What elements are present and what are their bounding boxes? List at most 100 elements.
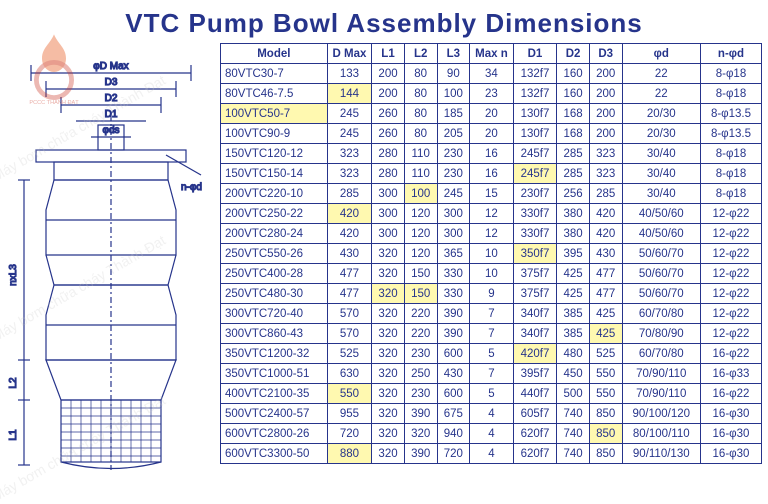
table-cell: 380 [557, 224, 590, 244]
table-cell: 420 [589, 204, 622, 224]
table-cell: 425 [557, 284, 590, 304]
table-cell: 7 [470, 324, 514, 344]
svg-text:D3: D3 [105, 77, 118, 88]
table-cell: 570 [327, 304, 372, 324]
col-header: Model [221, 44, 328, 64]
table-cell: 256 [557, 184, 590, 204]
table-cell: 375f7 [513, 284, 557, 304]
table-cell: 300VTC860-43 [221, 324, 328, 344]
table-cell: 477 [327, 284, 372, 304]
table-cell: 12-φ22 [700, 304, 761, 324]
table-row: 200VTC250-2242030012030012330f738042040/… [221, 204, 762, 224]
table-cell: 375f7 [513, 264, 557, 284]
table-cell: 15 [470, 184, 514, 204]
table-cell: 50/60/70 [622, 284, 700, 304]
company-logo: PCCC THÀNH ĐẠT [14, 28, 94, 108]
table-cell: 10 [470, 264, 514, 284]
table-cell: 100VTC90-9 [221, 124, 328, 144]
table-cell: 168 [557, 124, 590, 144]
table-cell: 320 [372, 364, 405, 384]
table-cell: 110 [404, 144, 437, 164]
table-row: 150VTC150-1432328011023016245f728532330/… [221, 164, 762, 184]
table-cell: 22 [622, 64, 700, 84]
table-cell: 160 [557, 64, 590, 84]
table-cell: 740 [557, 424, 590, 444]
table-cell: 477 [589, 264, 622, 284]
table-cell: 420f7 [513, 344, 557, 364]
table-cell: 230f7 [513, 184, 557, 204]
table-cell: 250VTC400-28 [221, 264, 328, 284]
table-cell: 395f7 [513, 364, 557, 384]
table-cell: 34 [470, 64, 514, 84]
table-cell: 380 [557, 204, 590, 224]
table-cell: 12 [470, 204, 514, 224]
table-cell: 150VTC150-14 [221, 164, 328, 184]
table-cell: 80 [404, 84, 437, 104]
table-cell: 450 [557, 364, 590, 384]
table-cell: 285 [589, 184, 622, 204]
table-cell: 300 [372, 184, 405, 204]
table-cell: 16-φ30 [700, 404, 761, 424]
table-cell: 385 [557, 324, 590, 344]
table-cell: 300VTC720-40 [221, 304, 328, 324]
table-cell: 245 [437, 184, 470, 204]
table-cell: 16-φ30 [700, 444, 761, 464]
table-row: 300VTC860-435703202203907340f738542570/8… [221, 324, 762, 344]
table-cell: 23 [470, 84, 514, 104]
table-cell: 420 [327, 204, 372, 224]
table-cell: 16-φ33 [700, 364, 761, 384]
table-cell: 550 [589, 364, 622, 384]
table-cell: 430 [437, 364, 470, 384]
table-cell: 850 [589, 424, 622, 444]
table-cell: 350f7 [513, 244, 557, 264]
table-cell: 385 [557, 304, 590, 324]
table-cell: 430 [589, 244, 622, 264]
col-header: D Max [327, 44, 372, 64]
table-cell: 400VTC2100-35 [221, 384, 328, 404]
table-cell: 4 [470, 444, 514, 464]
table-cell: 90 [437, 64, 470, 84]
table-cell: 8-φ18 [700, 64, 761, 84]
table-cell: 320 [372, 244, 405, 264]
table-cell: 525 [589, 344, 622, 364]
table-cell: 185 [437, 104, 470, 124]
table-cell: 955 [327, 404, 372, 424]
table-row: 400VTC2100-355503202306005440f750055070/… [221, 384, 762, 404]
table-body: 80VTC30-7133200809034132f7160200228-φ188… [221, 64, 762, 464]
table-cell: 630 [327, 364, 372, 384]
table-row: 600VTC3300-508803203907204620f774085090/… [221, 444, 762, 464]
table-row: 500VTC2400-579553203906754605f774085090/… [221, 404, 762, 424]
table-cell: 80VTC46-7.5 [221, 84, 328, 104]
table-cell: 9 [470, 284, 514, 304]
table-cell: 132f7 [513, 64, 557, 84]
table-cell: 940 [437, 424, 470, 444]
table-cell: 80 [404, 124, 437, 144]
table-cell: 675 [437, 404, 470, 424]
table-row: 300VTC720-405703202203907340f738542560/7… [221, 304, 762, 324]
table-cell: 100 [437, 84, 470, 104]
table-cell: 600VTC2800-26 [221, 424, 328, 444]
table-cell: 570 [327, 324, 372, 344]
table-cell: 16 [470, 144, 514, 164]
content-row: φD Max D3 D2 D1 φds n-φd [0, 43, 768, 500]
table-cell: 323 [327, 144, 372, 164]
table-cell: 110 [404, 164, 437, 184]
table-cell: 350VTC1200-32 [221, 344, 328, 364]
table-cell: 605f7 [513, 404, 557, 424]
table-cell: 30/40 [622, 184, 700, 204]
col-header: D2 [557, 44, 590, 64]
table-cell: 320 [372, 324, 405, 344]
col-header: L1 [372, 44, 405, 64]
table-cell: 70/80/90 [622, 324, 700, 344]
svg-text:D2: D2 [105, 93, 118, 104]
table-cell: 70/90/110 [622, 364, 700, 384]
table-cell: 720 [327, 424, 372, 444]
table-cell: 350VTC1000-51 [221, 364, 328, 384]
table-cell: 70/90/110 [622, 384, 700, 404]
table-cell: 220 [404, 304, 437, 324]
table-cell: 550 [589, 384, 622, 404]
table-cell: 100VTC50-7 [221, 104, 328, 124]
col-header: Max n [470, 44, 514, 64]
table-cell: 420 [589, 224, 622, 244]
table-cell: 250VTC550-26 [221, 244, 328, 264]
